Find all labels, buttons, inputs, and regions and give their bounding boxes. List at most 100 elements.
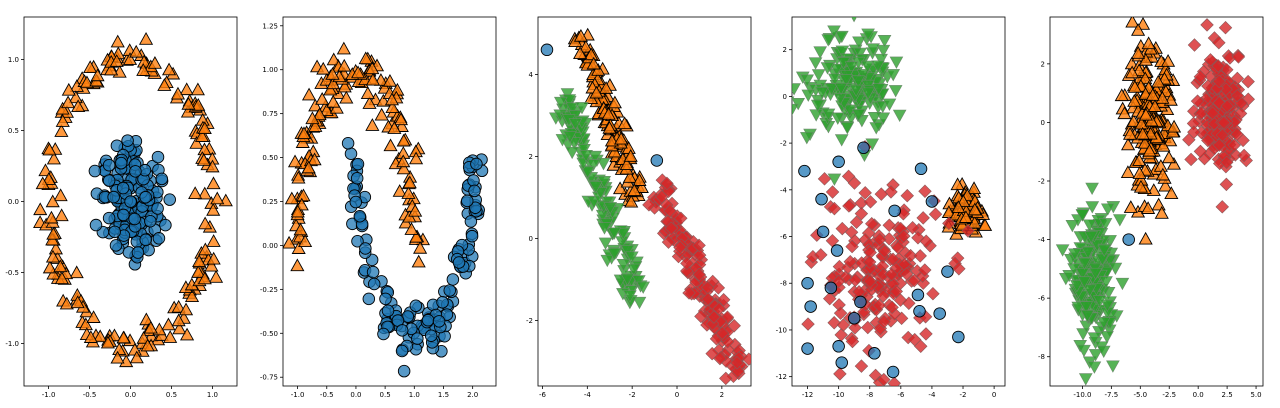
data-point xyxy=(1085,182,1099,196)
data-point xyxy=(902,296,916,310)
data-point xyxy=(284,191,299,205)
data-point xyxy=(861,28,875,41)
data-point xyxy=(861,320,875,335)
data-point xyxy=(848,321,862,335)
data-point xyxy=(863,274,877,289)
data-point xyxy=(884,267,899,282)
data-point xyxy=(307,152,322,166)
x-tick-label: -12 xyxy=(802,391,813,399)
data-point xyxy=(851,17,857,23)
data-point xyxy=(907,273,921,288)
data-point xyxy=(835,45,850,58)
data-point xyxy=(293,222,308,236)
y-tick-label: -6 xyxy=(780,233,788,241)
data-point xyxy=(465,229,479,243)
data-point xyxy=(1082,284,1097,297)
data-point xyxy=(54,271,69,285)
data-point xyxy=(1151,74,1166,88)
data-point xyxy=(824,83,839,96)
data-point xyxy=(632,296,647,310)
data-point xyxy=(1164,186,1179,199)
data-point xyxy=(597,222,612,235)
data-point xyxy=(874,187,889,201)
data-point xyxy=(401,186,416,199)
data-point xyxy=(161,62,177,76)
data-point xyxy=(1230,127,1244,142)
data-point xyxy=(584,47,599,61)
data-point xyxy=(365,72,381,86)
data-point xyxy=(1125,65,1140,79)
data-point xyxy=(664,221,679,236)
data-point xyxy=(553,96,568,110)
data-point xyxy=(810,99,825,112)
data-point xyxy=(623,149,638,162)
y-tick-label: -0.50 xyxy=(260,330,278,338)
data-point xyxy=(620,273,635,286)
data-point xyxy=(1127,94,1142,107)
data-point xyxy=(801,317,815,331)
data-point xyxy=(421,313,435,327)
x-tick-label: 1.0 xyxy=(409,391,420,399)
data-point xyxy=(925,195,939,208)
data-point xyxy=(825,185,840,199)
data-point xyxy=(586,56,601,70)
x-tick-label: -2 xyxy=(629,391,636,399)
data-point xyxy=(163,193,176,206)
data-point xyxy=(692,267,706,282)
data-point xyxy=(905,221,920,235)
data-point xyxy=(835,30,849,44)
data-point xyxy=(1201,133,1215,148)
data-point xyxy=(832,340,845,353)
data-point xyxy=(443,284,457,297)
data-point xyxy=(1077,257,1092,271)
data-point xyxy=(1155,167,1170,181)
data-point xyxy=(823,291,837,306)
data-point xyxy=(833,367,847,381)
data-point xyxy=(102,211,116,225)
data-point xyxy=(470,157,483,171)
data-point xyxy=(432,315,446,328)
x-tick-label: 5.0 xyxy=(1250,391,1261,399)
data-point xyxy=(408,203,423,217)
data-point xyxy=(600,254,615,268)
data-point xyxy=(1062,269,1076,283)
data-point xyxy=(205,159,220,173)
x-tick-label: -0.5 xyxy=(320,391,334,399)
data-point xyxy=(464,215,478,228)
data-point xyxy=(349,195,363,209)
data-point xyxy=(632,173,647,186)
y-tick-label: -10 xyxy=(776,326,787,334)
data-point xyxy=(308,119,323,132)
data-point xyxy=(365,61,380,75)
data-point xyxy=(139,190,152,204)
data-point xyxy=(865,217,879,231)
data-point xyxy=(848,273,863,287)
data-point xyxy=(122,52,138,65)
data-point xyxy=(1211,59,1225,73)
data-point xyxy=(383,138,398,152)
data-point xyxy=(1121,137,1136,151)
data-point xyxy=(877,244,892,259)
data-point xyxy=(899,267,914,281)
data-point xyxy=(1122,233,1135,246)
data-point xyxy=(402,175,417,189)
data-point xyxy=(707,310,721,324)
data-point xyxy=(1065,219,1080,233)
data-point xyxy=(800,74,815,87)
data-point xyxy=(873,232,887,247)
data-point xyxy=(1106,360,1120,373)
data-point xyxy=(808,57,823,70)
data-point xyxy=(857,305,871,319)
x-tick-label: -8 xyxy=(866,391,873,399)
data-point xyxy=(824,281,838,295)
data-point xyxy=(816,225,830,239)
data-point xyxy=(396,161,411,175)
data-point xyxy=(33,202,48,216)
data-point xyxy=(124,195,137,208)
data-point xyxy=(142,243,155,257)
data-point xyxy=(180,327,195,341)
data-point xyxy=(337,79,352,93)
x-tick-label: 0 xyxy=(992,391,996,399)
